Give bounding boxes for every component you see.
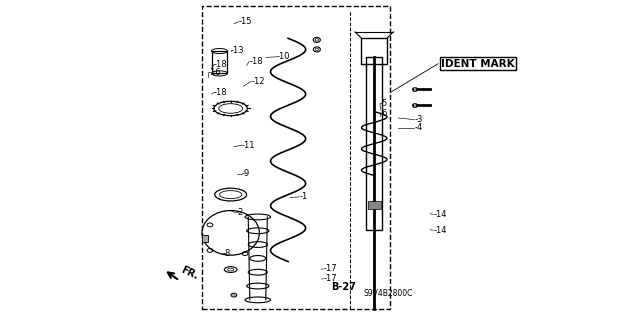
Bar xyxy=(413,87,417,91)
Bar xyxy=(202,6,390,309)
Text: -2: -2 xyxy=(236,208,244,217)
Text: -3: -3 xyxy=(414,115,422,124)
Text: S9V4B2800C: S9V4B2800C xyxy=(363,289,412,298)
Bar xyxy=(366,57,382,230)
Text: -12: -12 xyxy=(252,77,265,86)
Text: -13: -13 xyxy=(230,46,244,55)
Ellipse shape xyxy=(231,293,237,297)
Text: -1: -1 xyxy=(300,192,307,201)
Text: -14: -14 xyxy=(433,226,447,235)
Text: -18: -18 xyxy=(214,60,228,69)
Bar xyxy=(212,51,227,73)
Bar xyxy=(362,38,387,64)
Text: -18: -18 xyxy=(249,57,263,66)
Text: -14: -14 xyxy=(433,210,447,219)
Text: -5: -5 xyxy=(380,99,388,108)
Text: -16: -16 xyxy=(208,68,221,77)
Text: -17: -17 xyxy=(323,274,337,283)
Text: -17: -17 xyxy=(323,264,337,273)
Text: -4: -4 xyxy=(414,123,422,132)
Bar xyxy=(413,103,417,107)
Bar xyxy=(202,235,208,242)
Text: -8: -8 xyxy=(223,249,231,258)
Text: FR.: FR. xyxy=(180,264,200,281)
Text: B-27: B-27 xyxy=(332,282,356,292)
Text: -18: -18 xyxy=(214,88,228,97)
Text: -15: -15 xyxy=(239,17,252,26)
Text: -6: -6 xyxy=(380,109,388,118)
Text: -10: -10 xyxy=(277,52,291,61)
Text: -11: -11 xyxy=(242,141,255,150)
Bar xyxy=(368,201,381,209)
Text: -9: -9 xyxy=(242,169,250,178)
Text: IDENT MARK: IDENT MARK xyxy=(441,59,515,69)
